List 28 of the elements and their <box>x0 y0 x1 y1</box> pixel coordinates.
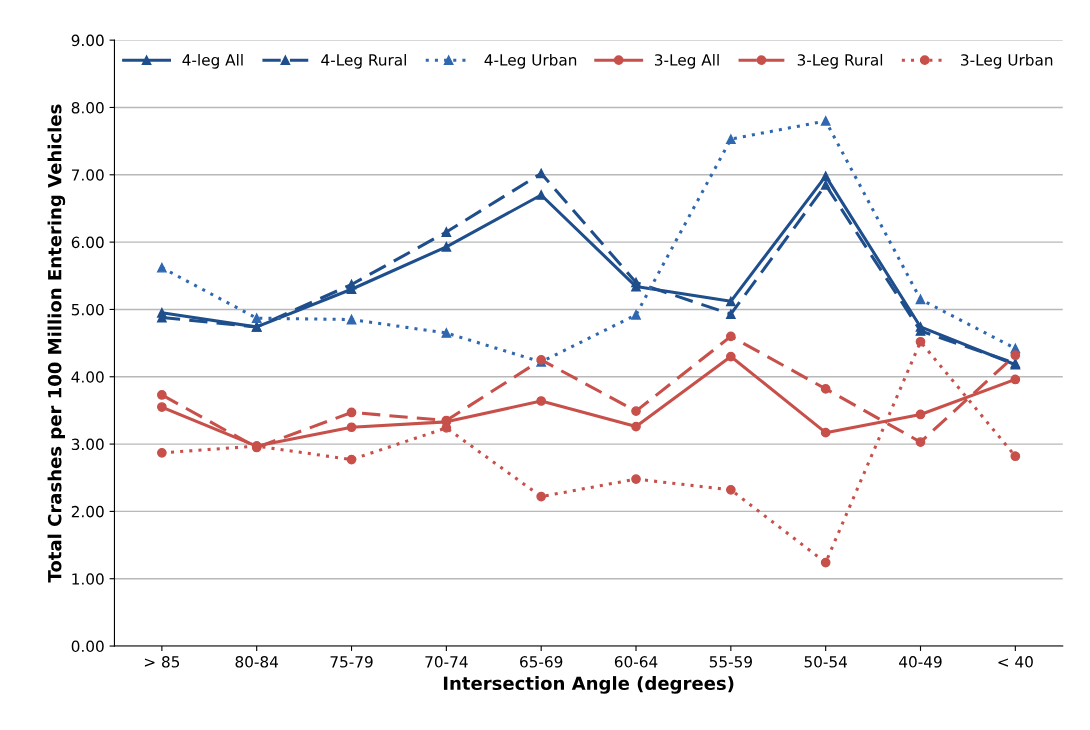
x-tick-label: 75-79 <box>330 656 373 668</box>
legend-label: 3-Leg Rural <box>797 53 883 69</box>
x-axis-title: Intersection Angle (degrees) <box>443 676 734 694</box>
legend-label: 4-Leg Rural <box>321 53 406 69</box>
y-axis-title: Total Crashes per 100 Million Entering Vehicles <box>47 104 66 583</box>
legend-label: 4-leg All <box>182 53 243 69</box>
legend-label: 3-Leg All <box>654 53 719 69</box>
legend-label: 4-Leg Urban <box>484 53 577 69</box>
x-tick-label: 50-54 <box>804 656 848 668</box>
y-tick-label: 1.00 <box>72 573 104 585</box>
y-tick-label: 4.00 <box>71 371 104 383</box>
x-tick-label: 55-59 <box>709 656 752 668</box>
y-tick-label: 7.00 <box>71 169 104 181</box>
y-tick-label: 5.00 <box>71 303 104 316</box>
x-tick-label: < 40 <box>998 656 1033 668</box>
y-tick-label: 0.00 <box>71 640 104 653</box>
y-tick-label: 8.00 <box>71 101 104 114</box>
x-tick-label: 65-69 <box>520 656 563 668</box>
y-tick-label: 3.00 <box>71 438 104 451</box>
y-tick-label: 6.00 <box>71 236 104 249</box>
y-tick-label: 2.00 <box>71 505 104 518</box>
y-tick-label: 9.00 <box>71 34 104 47</box>
legend-label: 3-Leg Urban <box>961 53 1053 69</box>
x-tick-label: 70-74 <box>425 656 468 668</box>
x-tick-label: > 85 <box>144 656 180 668</box>
x-tick-label: 80-84 <box>235 656 279 668</box>
x-tick-label: 60-64 <box>614 656 658 668</box>
x-tick-label: 40-49 <box>899 656 942 668</box>
